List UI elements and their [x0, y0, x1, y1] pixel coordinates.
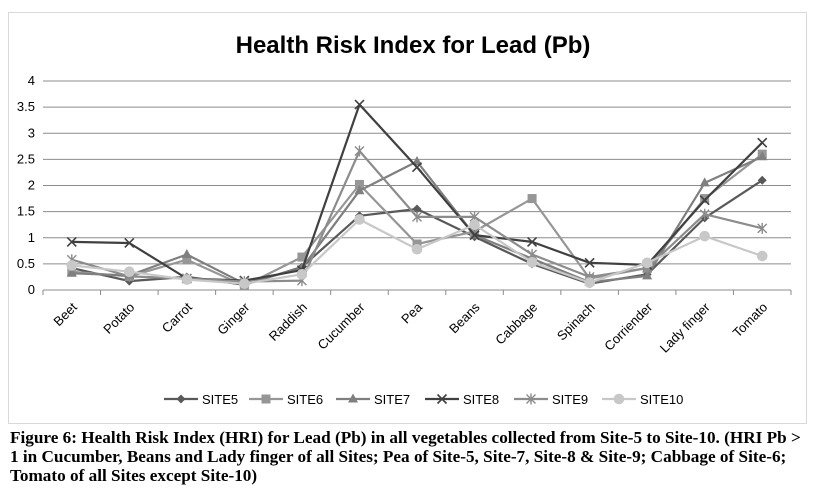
gridlines: [43, 80, 791, 265]
marker-triangle: [757, 151, 768, 161]
x-tick-label: Potato: [100, 300, 137, 337]
legend-item-site7: SITE7: [336, 392, 410, 407]
legend-label: SITE8: [463, 392, 499, 407]
y-tick-label: 0.5: [17, 256, 35, 271]
x-tick-label: Beet: [50, 299, 80, 329]
marker-circle: [756, 250, 768, 262]
marker-star: [412, 211, 422, 223]
marker-diamond: [757, 175, 767, 185]
marker-x: [699, 195, 710, 206]
y-tick-label: 1: [28, 230, 35, 245]
x-tick-label: Pea: [398, 299, 426, 327]
marker-star: [354, 145, 365, 157]
series-site5: [67, 175, 767, 290]
marker-square: [527, 194, 537, 204]
marker-triangle: [642, 270, 653, 280]
marker-x: [66, 236, 77, 247]
figure-caption: Figure 6: Health Risk Index (HRI) for Le…: [10, 428, 801, 485]
x-tick-label: Corriender: [601, 299, 656, 354]
x-tick-label: Carrot: [159, 299, 195, 335]
marker-circle: [411, 243, 423, 255]
marker-diamond: [176, 394, 186, 404]
x-tick-label: Cabbage: [492, 300, 540, 348]
axes: 0 0.5 1 1.5 2 2.5 3 3.5 4 Beet Potato Carrot Ginger R…: [17, 73, 792, 356]
chart-frame: Health Risk Index for Lead (Pb) 0 0.5 1 1.5…: [8, 12, 807, 424]
legend-label: SITE6: [287, 392, 323, 407]
marker-circle: [66, 260, 78, 271]
x-tick-label: Tomato: [730, 300, 771, 341]
y-tick-label: 3: [28, 125, 35, 140]
chart-title: Health Risk Index for Lead (Pb): [236, 32, 591, 59]
marker-x: [584, 257, 595, 268]
marker-x: [757, 137, 768, 148]
marker-square: [354, 179, 364, 189]
y-tick-label: 1.5: [17, 204, 35, 219]
marker-circle: [354, 214, 365, 225]
legend-item-site10: SITE10: [602, 392, 683, 407]
marker-x: [411, 162, 423, 173]
marker-square: [182, 255, 192, 265]
legend-item-site9: SITE9: [514, 392, 588, 407]
marker-circle: [296, 269, 308, 280]
marker-square: [297, 252, 307, 262]
x-tick-label: Spinach: [554, 300, 598, 344]
marker-circle: [239, 278, 250, 290]
marker-triangle: [354, 185, 365, 195]
marker-x: [124, 237, 135, 249]
marker-triangle: [348, 393, 358, 403]
x-tick-label: Raddish: [266, 300, 310, 344]
marker-circle: [526, 257, 538, 268]
line-chart: Health Risk Index for Lead (Pb) 0 0.5 1 1.5…: [17, 32, 792, 407]
marker-circle: [181, 274, 193, 285]
series-site10: [66, 214, 768, 290]
legend-label: SITE7: [374, 392, 410, 407]
marker-diamond: [412, 204, 422, 214]
legend-label: SITE10: [640, 392, 683, 407]
marker-circle: [613, 393, 625, 405]
legend-item-site8: SITE8: [425, 392, 499, 407]
x-tick-label: Lady finger: [657, 299, 714, 356]
series-site8: [66, 99, 768, 286]
y-tick-label: 4: [28, 73, 35, 88]
marker-square: [261, 394, 271, 404]
x-tick-label: Ginger: [214, 299, 253, 338]
marker-triangle: [412, 155, 422, 165]
series-lines: [66, 99, 768, 291]
series-line: [71, 179, 763, 286]
marker-x: [527, 236, 538, 247]
legend-label: SITE5: [202, 392, 238, 407]
marker-circle: [124, 266, 135, 278]
marker-circle: [469, 219, 480, 230]
marker-triangle: [181, 248, 192, 258]
marker-x: [436, 393, 448, 405]
x-tick-label: Cucumber: [315, 299, 368, 352]
legend-label: SITE9: [552, 392, 588, 407]
y-tick-label: 2: [28, 178, 35, 193]
legend-item-site5: SITE5: [164, 392, 238, 407]
marker-triangle: [66, 267, 77, 277]
legend-item-site6: SITE6: [249, 392, 323, 407]
y-tick-label: 3.5: [17, 99, 35, 114]
marker-x: [469, 230, 480, 241]
marker-circle: [641, 257, 653, 269]
marker-triangle: [699, 177, 710, 187]
marker-star: [699, 208, 710, 220]
y-tick-label: 0: [28, 282, 35, 297]
marker-circle: [699, 230, 710, 242]
x-tick-label: Beans: [446, 299, 483, 336]
y-tick-label: 2.5: [17, 151, 35, 166]
legend: SITE5 SITE6 SITE7 SITE8 SITE9 SITE10: [164, 392, 683, 407]
marker-x: [354, 99, 365, 110]
marker-star: [526, 393, 536, 405]
marker-star: [757, 222, 768, 234]
marker-circle: [584, 277, 595, 288]
